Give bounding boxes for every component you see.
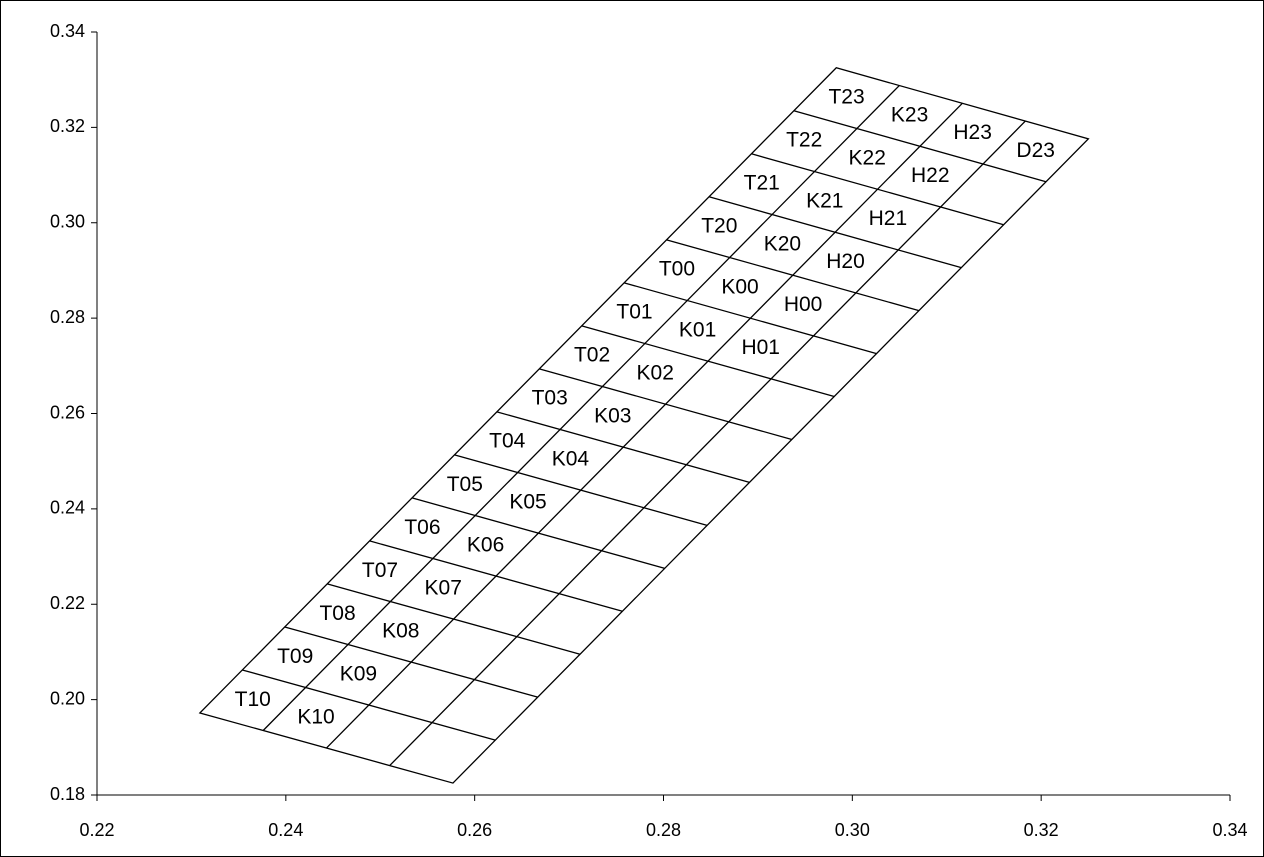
x-tick-label: 0.30	[835, 820, 870, 840]
bin-label: K08	[382, 619, 419, 642]
y-tick-label: 0.30	[50, 212, 85, 232]
bin-label: K02	[637, 361, 674, 384]
bin-label: K21	[806, 189, 843, 212]
bin-label: T23	[828, 86, 864, 109]
bin-label: K03	[594, 404, 631, 427]
bin-label: K05	[509, 490, 546, 513]
bin-label: K20	[764, 232, 801, 255]
y-tick-label: 0.24	[50, 498, 85, 518]
bin-label: K23	[891, 103, 928, 126]
bin-label: T01	[616, 301, 652, 324]
column-line	[325, 102, 963, 749]
y-tick-label: 0.22	[50, 593, 85, 613]
bin-label: K10	[297, 705, 334, 728]
y-tick-label: 0.20	[50, 688, 85, 708]
bin-label: T10	[235, 688, 271, 711]
bin-label: K06	[467, 533, 504, 556]
y-tick-label: 0.28	[50, 307, 85, 327]
y-tick-label: 0.32	[50, 116, 85, 136]
x-tick-label: 0.34	[1212, 820, 1247, 840]
x-tick-label: 0.32	[1024, 820, 1059, 840]
y-tick-label: 0.34	[50, 21, 85, 41]
bin-label: K07	[425, 576, 462, 599]
bin-label: H00	[784, 293, 823, 316]
bin-label: T22	[786, 129, 822, 152]
bin-label: T07	[362, 559, 398, 582]
bin-label: K04	[552, 447, 590, 470]
bin-label: D23	[1016, 139, 1055, 162]
bin-label: H21	[869, 207, 908, 230]
y-tick-label: 0.18	[50, 784, 85, 804]
bin-label: K00	[721, 275, 758, 298]
grid-outline	[198, 67, 1090, 784]
bin-label: T08	[319, 602, 355, 625]
bin-label: T05	[447, 473, 483, 496]
bin-label: T09	[277, 645, 313, 668]
bin-label: H22	[911, 164, 950, 187]
column-line	[262, 85, 900, 731]
bin-label: K09	[340, 662, 377, 685]
bin-label: T20	[701, 215, 737, 238]
bin-label: T04	[489, 430, 526, 453]
column-line	[389, 120, 1026, 767]
y-tick-label: 0.26	[50, 402, 85, 422]
bin-label: T00	[659, 258, 695, 281]
bin-label: K01	[679, 318, 716, 341]
x-tick-label: 0.22	[79, 820, 114, 840]
bin-label: H23	[953, 121, 992, 144]
bin-label: T03	[532, 387, 568, 410]
bin-label: T06	[404, 516, 440, 539]
x-tick-label: 0.26	[457, 820, 492, 840]
x-tick-label: 0.24	[268, 820, 303, 840]
bin-label: H20	[826, 250, 865, 273]
bin-label: T02	[574, 344, 610, 367]
bin-label: K22	[849, 146, 886, 169]
bin-label: T21	[744, 172, 780, 195]
x-tick-label: 0.28	[646, 820, 681, 840]
bin-label: H01	[741, 336, 780, 359]
